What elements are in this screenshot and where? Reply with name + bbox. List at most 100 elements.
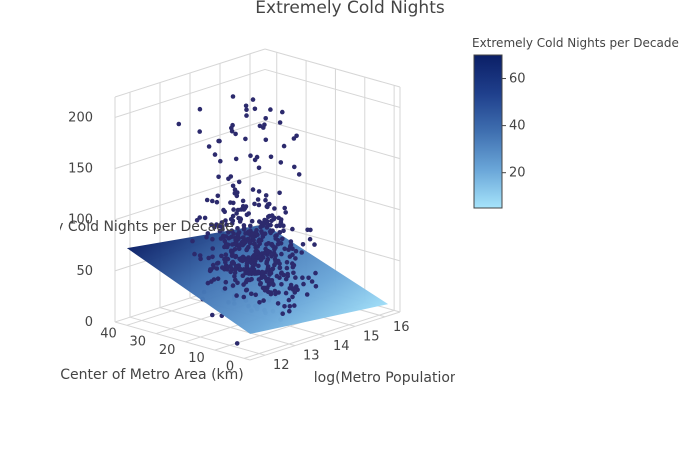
data-point — [284, 260, 290, 265]
data-point — [263, 197, 268, 203]
data-point — [206, 144, 212, 149]
data-point — [243, 270, 248, 276]
data-point — [285, 273, 291, 279]
data-point — [236, 246, 242, 251]
data-point — [254, 227, 259, 233]
data-point — [253, 292, 258, 298]
data-point — [219, 253, 224, 259]
data-point — [269, 278, 275, 283]
data-point — [313, 270, 318, 276]
data-point — [210, 312, 215, 318]
data-point — [290, 294, 295, 300]
colorbar-tick-label: 40 — [509, 119, 526, 134]
data-point — [272, 247, 277, 252]
data-point — [216, 174, 221, 180]
data-point — [275, 301, 281, 306]
data-point — [263, 218, 269, 223]
data-point — [290, 246, 295, 251]
data-point — [216, 138, 221, 144]
data-point — [293, 275, 298, 280]
data-point — [290, 226, 295, 232]
x-tick-label: 15 — [363, 329, 380, 344]
data-point — [222, 286, 228, 291]
data-point — [210, 198, 215, 204]
data-point — [226, 176, 231, 182]
data-point — [265, 267, 270, 273]
data-point — [271, 216, 277, 222]
data-point — [296, 172, 302, 177]
data-point — [223, 241, 229, 247]
data-point — [250, 231, 255, 236]
data-point — [267, 201, 272, 207]
data-point — [256, 165, 262, 171]
data-point — [206, 255, 211, 261]
data-point — [205, 231, 211, 236]
data-point — [204, 234, 209, 240]
data-point — [249, 291, 254, 297]
data-point — [215, 193, 221, 199]
data-point — [198, 256, 203, 262]
data-point — [265, 248, 271, 254]
data-point — [307, 236, 313, 242]
data-point — [233, 156, 239, 162]
data-point — [223, 218, 228, 223]
data-point — [243, 103, 249, 109]
data-point — [244, 261, 250, 266]
data-point — [218, 236, 224, 241]
data-point — [274, 273, 280, 279]
axis-tick-labels: 0 50 100 150 200 12 13 14 15 16 0 10 20 30 40 — [68, 110, 409, 374]
data-point — [209, 279, 214, 284]
data-point — [229, 234, 234, 240]
data-point — [248, 153, 253, 158]
data-point — [281, 223, 286, 228]
data-point — [244, 113, 249, 118]
data-point — [276, 290, 281, 295]
data-point — [300, 242, 306, 247]
grid-line — [159, 307, 296, 347]
chart-title: Extremely Cold Nights — [255, 0, 445, 18]
colorbar-gradient — [473, 54, 503, 209]
data-point — [229, 228, 235, 233]
data-point — [277, 190, 282, 196]
grid-line — [264, 68, 401, 108]
data-point — [282, 246, 288, 252]
data-point — [287, 304, 293, 309]
data-point — [309, 279, 315, 284]
data-point — [288, 242, 294, 248]
grid-line — [264, 222, 401, 262]
data-point — [278, 217, 284, 222]
data-point — [250, 254, 256, 259]
data-point — [266, 282, 272, 288]
data-point — [264, 242, 269, 247]
data-point — [279, 251, 284, 257]
data-point — [291, 270, 296, 276]
data-point — [257, 282, 263, 287]
data-point — [269, 267, 275, 272]
data-point — [254, 248, 260, 254]
z-tick-label: 200 — [68, 110, 93, 125]
data-point — [279, 270, 284, 276]
data-point — [287, 308, 292, 314]
data-point — [306, 275, 311, 281]
data-point — [244, 246, 250, 252]
x-tick-label: 16 — [393, 320, 410, 335]
data-point — [260, 234, 266, 239]
data-point — [243, 287, 249, 293]
data-point — [290, 261, 295, 266]
data-point — [214, 199, 220, 205]
data-point — [269, 242, 274, 248]
data-point — [290, 252, 295, 257]
x-tick-label: 14 — [333, 339, 350, 354]
data-point — [313, 284, 319, 289]
data-point — [176, 121, 182, 127]
data-point — [248, 260, 254, 266]
data-point — [215, 276, 221, 282]
data-point — [288, 282, 294, 288]
data-point — [250, 187, 256, 192]
data-point — [271, 282, 276, 288]
data-point — [190, 238, 195, 244]
data-point — [192, 251, 197, 257]
data-point — [202, 215, 208, 221]
data-point — [254, 270, 260, 275]
